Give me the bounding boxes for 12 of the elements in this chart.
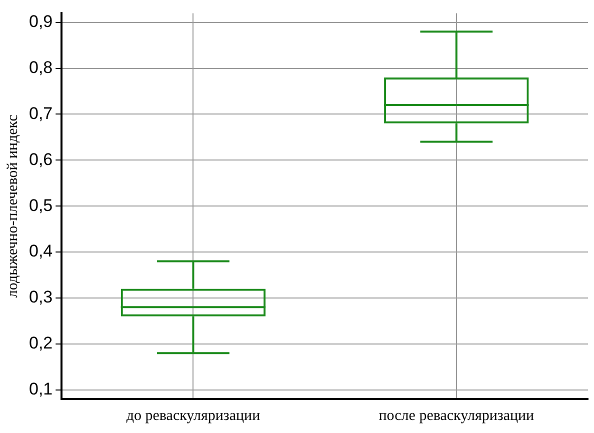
y-tick-label: 0,5 <box>28 196 53 215</box>
x-tick-label: после реваскуляризации <box>378 408 534 424</box>
y-tick-label: 0,9 <box>28 12 53 32</box>
y-axis-title: лодыжечно-плечевой индекс <box>4 114 21 298</box>
x-tick-label: до реваскуляризации <box>126 408 260 424</box>
y-tick-label: 0,8 <box>28 58 53 77</box>
y-tick-label: 0,3 <box>28 288 53 307</box>
y-tick-label: 0,1 <box>28 380 53 398</box>
y-tick-label: 0,7 <box>28 104 53 123</box>
y-tick-label: 0,2 <box>28 334 53 353</box>
y-tick-label: 0,6 <box>28 150 53 169</box>
y-tick-label: 0,4 <box>28 242 53 261</box>
